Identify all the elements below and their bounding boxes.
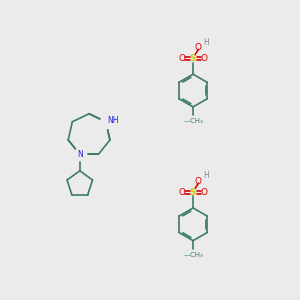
Text: N: N (77, 150, 83, 159)
Text: O: O (201, 188, 208, 197)
Text: S: S (190, 54, 196, 63)
Text: H: H (203, 171, 209, 180)
Text: O: O (195, 177, 202, 186)
Text: O: O (178, 54, 185, 63)
Text: —CH₃: —CH₃ (183, 252, 203, 258)
Text: O: O (201, 54, 208, 63)
Text: —CH₃: —CH₃ (183, 118, 203, 124)
Text: O: O (178, 188, 185, 197)
Text: S: S (190, 188, 196, 197)
Text: NH: NH (107, 116, 119, 125)
Text: O: O (195, 43, 202, 52)
Text: H: H (203, 38, 209, 46)
